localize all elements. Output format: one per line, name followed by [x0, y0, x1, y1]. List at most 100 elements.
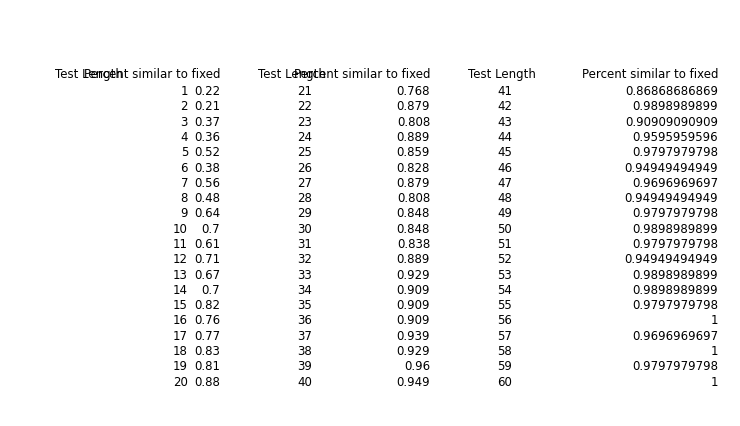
Text: 4: 4 [181, 131, 188, 144]
Text: 22: 22 [297, 100, 312, 113]
Text: 0.929: 0.929 [397, 344, 430, 357]
Text: 0.9898989899: 0.9898989899 [633, 222, 718, 235]
Text: 0.9797979798: 0.9797979798 [632, 207, 718, 220]
Text: 0.21: 0.21 [194, 100, 220, 113]
Text: 39: 39 [297, 360, 312, 372]
Text: 0.48: 0.48 [194, 192, 220, 204]
Text: 60: 60 [497, 375, 512, 388]
Text: 0.808: 0.808 [397, 115, 430, 128]
Text: 58: 58 [497, 344, 512, 357]
Text: 36: 36 [297, 314, 312, 327]
Text: 13: 13 [173, 268, 188, 281]
Text: 45: 45 [497, 146, 512, 159]
Text: 0.94949494949: 0.94949494949 [625, 192, 718, 204]
Text: 24: 24 [297, 131, 312, 144]
Text: 0.94949494949: 0.94949494949 [625, 253, 718, 266]
Text: 0.768: 0.768 [397, 85, 430, 98]
Text: 0.77: 0.77 [194, 329, 220, 342]
Text: 0.36: 0.36 [194, 131, 220, 144]
Text: 50: 50 [497, 222, 512, 235]
Text: 0.848: 0.848 [397, 222, 430, 235]
Text: 0.9797979798: 0.9797979798 [632, 237, 718, 250]
Text: 0.909: 0.909 [397, 299, 430, 311]
Text: 0.37: 0.37 [194, 115, 220, 128]
Text: 51: 51 [497, 237, 512, 250]
Text: 28: 28 [297, 192, 312, 204]
Text: 40: 40 [297, 375, 312, 388]
Text: 0.9797979798: 0.9797979798 [632, 299, 718, 311]
Text: 0.909: 0.909 [397, 283, 430, 296]
Text: 38: 38 [297, 344, 312, 357]
Text: 35: 35 [297, 299, 312, 311]
Text: 7: 7 [181, 176, 188, 189]
Text: 0.879: 0.879 [397, 176, 430, 189]
Text: 1: 1 [710, 314, 718, 327]
Text: 5: 5 [181, 146, 188, 159]
Text: 37: 37 [297, 329, 312, 342]
Text: 0.909: 0.909 [397, 314, 430, 327]
Text: 48: 48 [497, 192, 512, 204]
Text: 0.64: 0.64 [194, 207, 220, 220]
Text: 2: 2 [181, 100, 188, 113]
Text: 10: 10 [173, 222, 188, 235]
Text: Percent similar to fixed: Percent similar to fixed [84, 68, 220, 81]
Text: 47: 47 [497, 176, 512, 189]
Text: 53: 53 [497, 268, 512, 281]
Text: 20: 20 [173, 375, 188, 388]
Text: 54: 54 [497, 283, 512, 296]
Text: 18: 18 [173, 344, 188, 357]
Text: 0.81: 0.81 [194, 360, 220, 372]
Text: 0.7: 0.7 [201, 283, 220, 296]
Text: 56: 56 [497, 314, 512, 327]
Text: 59: 59 [497, 360, 512, 372]
Text: 0.71: 0.71 [194, 253, 220, 266]
Text: 0.9898989899: 0.9898989899 [633, 100, 718, 113]
Text: Percent similar to fixed: Percent similar to fixed [294, 68, 430, 81]
Text: 0.879: 0.879 [397, 100, 430, 113]
Text: 26: 26 [297, 161, 312, 174]
Text: 44: 44 [497, 131, 512, 144]
Text: 0.828: 0.828 [397, 161, 430, 174]
Text: 9: 9 [181, 207, 188, 220]
Text: 0.859: 0.859 [397, 146, 430, 159]
Text: 1: 1 [710, 375, 718, 388]
Text: 0.838: 0.838 [397, 237, 430, 250]
Text: 0.88: 0.88 [194, 375, 220, 388]
Text: 52: 52 [497, 253, 512, 266]
Text: 0.7: 0.7 [201, 222, 220, 235]
Text: 19: 19 [173, 360, 188, 372]
Text: 27: 27 [297, 176, 312, 189]
Text: 0.9595959596: 0.9595959596 [633, 131, 718, 144]
Text: 41: 41 [497, 85, 512, 98]
Text: 21: 21 [297, 85, 312, 98]
Text: 12: 12 [173, 253, 188, 266]
Text: 0.939: 0.939 [397, 329, 430, 342]
Text: 0.949: 0.949 [397, 375, 430, 388]
Text: 30: 30 [297, 222, 312, 235]
Text: Test Length: Test Length [258, 68, 326, 81]
Text: 0.9696969697: 0.9696969697 [632, 176, 718, 189]
Text: 3: 3 [181, 115, 188, 128]
Text: 0.67: 0.67 [194, 268, 220, 281]
Text: 57: 57 [497, 329, 512, 342]
Text: Percent similar to fixed: Percent similar to fixed [582, 68, 718, 81]
Text: 33: 33 [297, 268, 312, 281]
Text: 0.929: 0.929 [397, 268, 430, 281]
Text: 0.94949494949: 0.94949494949 [625, 161, 718, 174]
Text: 1: 1 [710, 344, 718, 357]
Text: 0.9797979798: 0.9797979798 [632, 360, 718, 372]
Text: 15: 15 [173, 299, 188, 311]
Text: 0.38: 0.38 [194, 161, 220, 174]
Text: 0.22: 0.22 [194, 85, 220, 98]
Text: 23: 23 [297, 115, 312, 128]
Text: 31: 31 [297, 237, 312, 250]
Text: 49: 49 [497, 207, 512, 220]
Text: 34: 34 [297, 283, 312, 296]
Text: 55: 55 [497, 299, 512, 311]
Text: 25: 25 [297, 146, 312, 159]
Text: Test Length: Test Length [55, 68, 123, 81]
Text: 0.808: 0.808 [397, 192, 430, 204]
Text: 0.61: 0.61 [194, 237, 220, 250]
Text: 46: 46 [497, 161, 512, 174]
Text: 0.9696969697: 0.9696969697 [632, 329, 718, 342]
